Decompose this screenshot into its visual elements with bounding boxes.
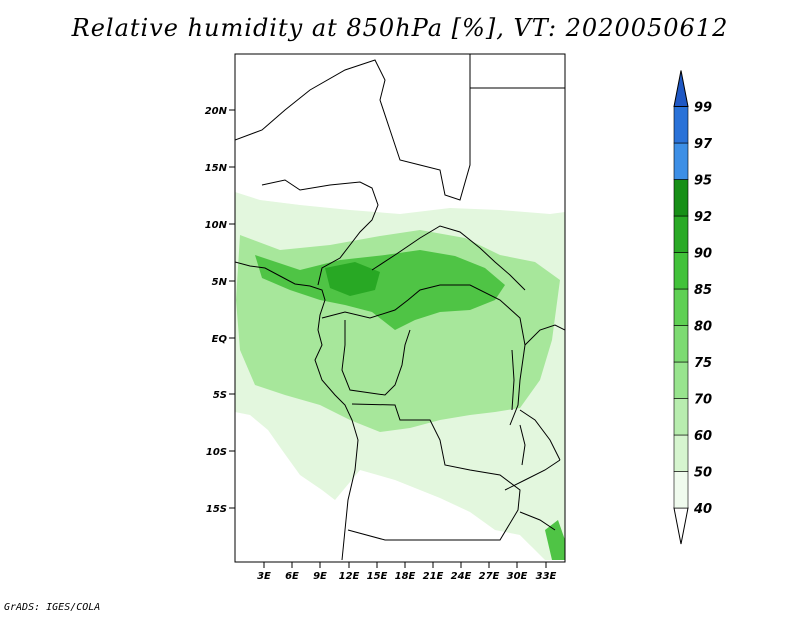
colorbar-segment — [673, 471, 689, 509]
chart-title: Relative humidity at 850hPa [%], VT: 202… — [71, 14, 729, 42]
lon-tick-label: 24E — [451, 571, 472, 582]
colorbar-segment — [673, 106, 689, 144]
colorbar-segment — [673, 398, 689, 436]
colorbar-over-triangle — [673, 70, 689, 107]
colorbar-segment — [673, 325, 689, 363]
lon-tick-label: 27E — [479, 571, 500, 582]
humidity-region-high-east — [545, 520, 565, 560]
colorbar-level-label: 80 — [694, 320, 712, 335]
colorbar-level-label: 85 — [694, 283, 712, 298]
lat-tick-label: 20N — [205, 106, 228, 117]
latitude-axis: 20N 15N 10N 5N EQ 5S 10S 15S — [205, 106, 235, 515]
lat-tick-label: 15S — [206, 504, 227, 515]
border-lakes — [511, 349, 526, 466]
lon-tick-label: 21E — [423, 571, 444, 582]
colorbar-level-label: 70 — [694, 393, 712, 408]
humidity-region-mid-central — [330, 325, 400, 385]
colorbar-level-label: 50 — [694, 466, 712, 481]
border-congo — [321, 284, 526, 426]
lon-tick-label: 6E — [285, 571, 299, 582]
humidity-region-peak — [325, 262, 380, 296]
border-car — [371, 225, 526, 291]
colorbar-level-label: 95 — [694, 174, 712, 189]
lat-tick-label: 5N — [212, 277, 228, 288]
colorbar-segment — [673, 179, 689, 217]
border-east-africa — [504, 324, 565, 531]
colorbar-segment — [673, 288, 689, 326]
map-frame — [234, 53, 566, 563]
colorbar-segment — [673, 434, 689, 472]
lon-tick-label: 30E — [507, 571, 528, 582]
lat-tick-label: 10S — [206, 447, 227, 458]
lat-tick-label: 10N — [205, 220, 228, 231]
colorbar-segment — [673, 142, 689, 180]
colorbar-segment — [673, 361, 689, 399]
humidity-field — [235, 192, 565, 560]
colorbar-level-label: 60 — [694, 429, 712, 444]
lon-tick-label: 12E — [339, 571, 360, 582]
lon-tick-label: 15E — [367, 571, 388, 582]
lon-tick-label: 3E — [257, 571, 271, 582]
colorbar-segment — [673, 215, 689, 253]
border-drc-west — [341, 320, 411, 396]
colorbar-level-label: 90 — [694, 247, 712, 262]
lon-tick-label: 33E — [536, 571, 557, 582]
colorbar-level-label: 97 — [694, 137, 713, 152]
humidity-region-high — [255, 250, 505, 330]
coastline-west-africa — [235, 261, 359, 561]
border-angola — [347, 403, 521, 541]
colorbar-level-label: 92 — [694, 210, 712, 225]
colorbar-level-label: 75 — [694, 356, 712, 371]
lon-tick-label: 9E — [313, 571, 327, 582]
lat-tick-label: 15N — [205, 163, 228, 174]
border-north-1 — [235, 54, 471, 201]
longitude-axis: 3E 6E 9E 12E 15E 18E 21E 24E 27E 30E 33E — [257, 562, 557, 582]
credit-text: GrADS: IGES/COLA — [4, 602, 101, 613]
colorbar: 40 50 60 70 75 80 85 90 92 95 97 99 — [673, 70, 713, 545]
colorbar-level-label: 99 — [694, 101, 712, 116]
colorbar-level-label: 40 — [693, 502, 712, 517]
colorbar-segment — [673, 252, 689, 290]
colorbar-under-triangle — [673, 507, 689, 545]
country-borders — [235, 54, 565, 561]
lat-tick-label: EQ — [212, 334, 228, 345]
humidity-region-low-east — [490, 430, 565, 560]
border-chad-nigeria — [261, 179, 379, 286]
lon-tick-label: 18E — [395, 571, 416, 582]
lat-tick-label: 5S — [213, 390, 227, 401]
